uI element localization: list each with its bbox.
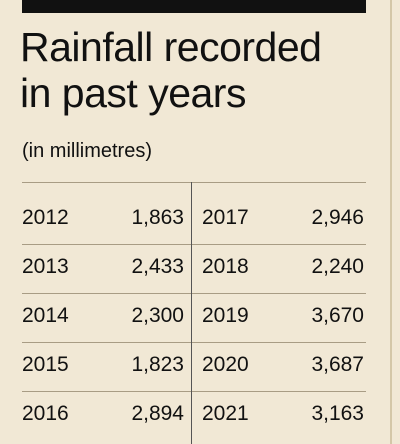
year-2013: 2013: [22, 255, 69, 278]
chart-subtitle: (in millimetres): [22, 140, 152, 162]
title-line-2: in past years: [20, 70, 246, 116]
rainfall-2019: 3,670: [311, 304, 364, 327]
row-rule: [22, 293, 366, 294]
year-2021: 2021: [202, 402, 249, 425]
rainfall-2014: 2,300: [131, 304, 184, 327]
rainfall-2018: 2,240: [311, 255, 364, 278]
row-rule: [22, 342, 366, 343]
row-rule: [22, 244, 366, 245]
panel-right-edge: [390, 0, 392, 444]
year-2016: 2016: [22, 402, 69, 425]
row-rule: [22, 391, 366, 392]
rainfall-2016: 2,894: [131, 402, 184, 425]
title-line-1: Rainfall recorded: [20, 24, 322, 70]
year-2017: 2017: [202, 206, 249, 229]
year-2015: 2015: [22, 353, 69, 376]
rainfall-2015: 1,823: [131, 353, 184, 376]
table-top-rule: [22, 182, 366, 183]
chart-title: Rainfall recorded in past years: [20, 24, 380, 116]
year-2020: 2020: [202, 353, 249, 376]
rainfall-2021: 3,163: [311, 402, 364, 425]
year-2019: 2019: [202, 304, 249, 327]
rainfall-2020: 3,687: [311, 353, 364, 376]
column-divider: [191, 182, 192, 444]
year-2018: 2018: [202, 255, 249, 278]
rainfall-2013: 2,433: [131, 255, 184, 278]
rainfall-2012: 1,863: [131, 206, 184, 229]
year-2014: 2014: [22, 304, 69, 327]
year-2012: 2012: [22, 206, 69, 229]
header-bar: [22, 0, 366, 13]
rainfall-2017: 2,946: [311, 206, 364, 229]
